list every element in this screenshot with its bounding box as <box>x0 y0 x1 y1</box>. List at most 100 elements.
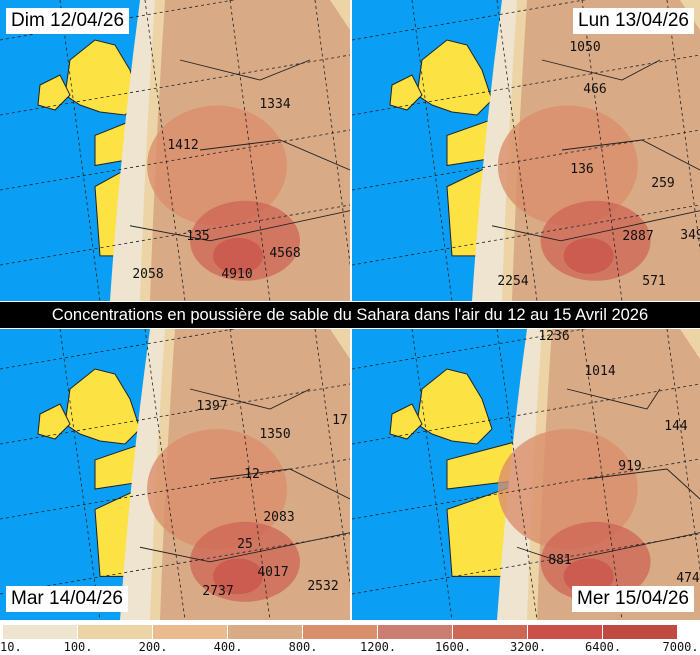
graticule-line <box>666 329 700 573</box>
graticule-line <box>352 329 587 370</box>
concentration-value: 25 <box>237 537 253 552</box>
legend-tick-label: 7000. <box>662 640 699 654</box>
map-panel-day3: 1397 1350 17 12 2083 25 4017 2532 2737 Mar 14/04… <box>0 329 350 620</box>
concentration-value: 12 <box>244 467 260 482</box>
concentration-value: 2887 <box>622 229 653 244</box>
graticule-line <box>0 533 350 595</box>
concentration-value: 2737 <box>202 584 233 599</box>
graticule-line <box>0 458 350 520</box>
dust-layer-3200 <box>213 558 263 595</box>
concentration-value: 144 <box>664 419 688 434</box>
concentration-value: 1014 <box>584 364 615 379</box>
dust-layer-800 <box>147 429 287 550</box>
map-canvas: 1397 1350 17 12 2083 25 4017 2532 2737 <box>0 329 350 620</box>
concentration-value: 259 <box>651 176 674 191</box>
concentration-value: 135 <box>186 229 209 244</box>
concentration-value: 1397 <box>196 399 227 414</box>
legend-swatch <box>3 625 78 639</box>
dust-layer-3200 <box>213 237 263 274</box>
concentration-value: 881 <box>548 553 571 568</box>
date-label: Mar 14/04/26 <box>6 586 128 612</box>
dust-layer-3200 <box>563 237 614 274</box>
concentration-value: 17 <box>332 413 348 428</box>
date-label: Lun 13/04/26 <box>573 8 694 34</box>
land-ireland <box>37 74 71 111</box>
map-canvas: 1334 1412 135 4568 2058 4910 <box>0 0 350 301</box>
land-ireland <box>389 403 423 440</box>
legend-tick-label: 6400. <box>585 640 622 654</box>
legend-tick-label: 3200. <box>510 640 547 654</box>
graticule-line <box>144 0 186 301</box>
legend-tick-label: 400. <box>213 640 243 654</box>
graticule-line <box>352 383 700 445</box>
graticule-line <box>581 0 623 301</box>
concentration-value: 919 <box>618 459 641 474</box>
concentration-value: 2532 <box>307 579 338 594</box>
concentration-value: 474 <box>676 571 700 586</box>
map-panel-day2: 1050 466 136 259 2887 349 2254 571 Lun 13/04/26 <box>352 0 700 301</box>
map-canvas: 1050 466 136 259 2887 349 2254 571 <box>352 0 700 301</box>
graticule-line <box>144 329 186 620</box>
graticule-line <box>666 0 700 252</box>
legend-swatch <box>528 625 603 639</box>
graticule-line <box>229 0 271 301</box>
legend-tick-label: 1200. <box>360 640 397 654</box>
graticule-line <box>352 204 700 266</box>
country-borders <box>129 59 350 242</box>
legend-swatch <box>78 625 153 639</box>
legend-tick-label: 800. <box>288 640 318 654</box>
map-panel-day4: 1236 1014 144 919 881 474 Mer 15/04/26 <box>352 329 700 620</box>
concentration-value: 1412 <box>167 138 198 153</box>
graticule-line <box>59 0 101 301</box>
legend-tick-label: 1600. <box>435 640 472 654</box>
graticule-line <box>352 0 587 41</box>
legend-swatch <box>453 625 528 639</box>
dust-layer-800 <box>147 105 287 226</box>
graticule-line <box>0 204 350 266</box>
dust-layer-800 <box>497 105 638 226</box>
graticule-line <box>314 329 350 587</box>
country-borders <box>516 388 700 563</box>
graticule-line <box>581 329 623 620</box>
legend-swatches <box>3 625 678 639</box>
dust-layer-3200 <box>563 558 614 595</box>
legend-swatch <box>228 625 303 639</box>
concentration-value: 1334 <box>259 97 290 112</box>
color-legend: 10. 100. 200. 400. 800. 1200. 1600. 3200. 6400. 7… <box>0 621 700 655</box>
graticule-line <box>59 329 101 620</box>
graticule-line <box>0 129 350 191</box>
concentration-value: 4017 <box>257 565 288 580</box>
graticule-line <box>411 0 453 301</box>
graticule-line <box>352 54 700 116</box>
legend-tick-label: 100. <box>63 640 93 654</box>
concentration-value: 1236 <box>538 329 569 344</box>
legend-swatch <box>303 625 378 639</box>
concentration-value: 2083 <box>263 510 294 525</box>
concentration-value: 466 <box>583 82 606 97</box>
map-panel-day1: 1334 1412 135 4568 2058 4910 Dim 12/04/26 <box>0 0 350 301</box>
graticule-line <box>352 458 700 520</box>
legend-tick-label: 200. <box>138 640 168 654</box>
concentration-value: 1350 <box>259 427 290 442</box>
land-ireland <box>389 74 423 111</box>
legend-tick-label: 10. <box>0 640 22 654</box>
concentration-value: 349 <box>680 228 700 243</box>
country-borders <box>139 388 350 563</box>
graticule-line <box>0 54 350 116</box>
concentration-value: 2254 <box>497 274 528 289</box>
concentration-value: 2058 <box>132 267 163 282</box>
graticule-line <box>0 383 350 445</box>
concentration-value: 4910 <box>221 267 252 282</box>
country-borders <box>491 59 700 242</box>
graticule-line <box>314 0 350 267</box>
land-britain <box>416 368 493 445</box>
land-ireland <box>37 403 71 440</box>
graticule-line <box>411 329 453 620</box>
concentration-value: 4568 <box>269 246 300 261</box>
legend-swatch <box>378 625 453 639</box>
map-canvas: 1236 1014 144 919 881 474 <box>352 329 700 620</box>
date-label: Mer 15/04/26 <box>572 586 694 612</box>
legend-swatch <box>603 625 678 639</box>
concentration-value: 1050 <box>569 40 600 55</box>
